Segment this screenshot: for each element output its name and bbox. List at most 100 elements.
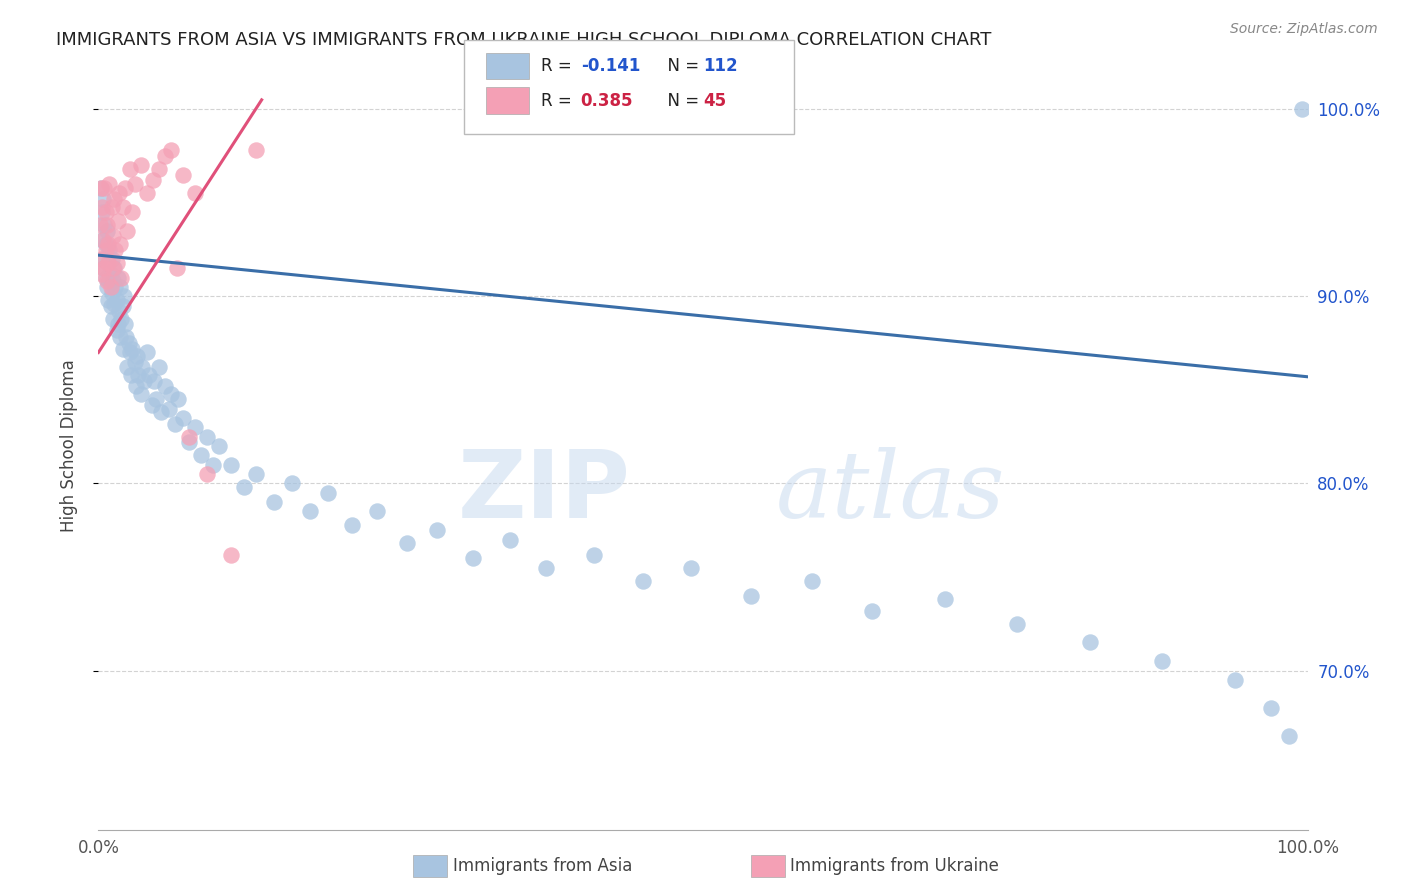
Point <box>179 430 201 444</box>
Point <box>117 360 139 375</box>
Point <box>90 181 112 195</box>
Point <box>97 255 120 269</box>
Point <box>114 181 136 195</box>
Text: R =: R = <box>541 92 578 110</box>
Point <box>104 280 127 294</box>
Point <box>190 448 212 462</box>
Point <box>97 255 120 269</box>
Point <box>534 560 557 574</box>
Point <box>150 405 173 419</box>
Point <box>121 342 143 356</box>
Point <box>100 252 122 266</box>
Point <box>172 168 194 182</box>
Point <box>97 236 120 251</box>
Point <box>111 299 134 313</box>
Text: atlas: atlas <box>776 447 1005 537</box>
Point <box>107 318 129 332</box>
Point <box>91 200 114 214</box>
Point <box>96 224 118 238</box>
Point <box>112 289 135 303</box>
Point <box>1078 635 1101 649</box>
Point <box>299 504 322 518</box>
Point <box>103 297 125 311</box>
Point <box>111 342 134 356</box>
Text: N =: N = <box>657 92 704 110</box>
Point <box>105 323 128 337</box>
Point <box>93 252 115 266</box>
Point <box>202 458 225 472</box>
Point <box>115 330 138 344</box>
Point <box>91 192 114 206</box>
Point <box>366 504 388 518</box>
Text: -0.141: -0.141 <box>581 57 640 75</box>
Point <box>98 243 121 257</box>
Point <box>97 293 120 307</box>
Point <box>263 495 285 509</box>
Point <box>121 205 143 219</box>
Point <box>184 186 207 201</box>
Point <box>153 149 176 163</box>
Point <box>118 336 141 351</box>
Point <box>118 162 141 177</box>
Text: 0.385: 0.385 <box>581 92 633 110</box>
Point <box>129 386 152 401</box>
Point <box>100 280 122 294</box>
Point <box>160 144 183 158</box>
Point <box>98 274 121 288</box>
Text: Immigrants from Asia: Immigrants from Asia <box>453 857 633 875</box>
Point <box>91 261 114 276</box>
Point <box>101 274 124 288</box>
Text: Immigrants from Ukraine: Immigrants from Ukraine <box>790 857 1000 875</box>
Point <box>131 360 153 375</box>
Point <box>94 205 117 219</box>
Point <box>342 517 364 532</box>
Point <box>100 299 122 313</box>
Point <box>195 430 218 444</box>
Point <box>679 560 702 574</box>
Text: N =: N = <box>657 57 704 75</box>
Point <box>91 233 114 247</box>
Point <box>96 280 118 294</box>
Point <box>90 252 112 266</box>
Point <box>100 267 122 281</box>
Point <box>108 236 131 251</box>
Point <box>166 261 188 276</box>
Point <box>316 485 339 500</box>
Point <box>143 374 166 388</box>
Point <box>167 392 190 407</box>
Point <box>1291 102 1313 116</box>
Point <box>107 270 129 285</box>
Point <box>96 274 118 288</box>
Point <box>148 360 170 375</box>
Point <box>124 355 146 369</box>
Point <box>153 379 176 393</box>
Point <box>105 255 128 269</box>
Point <box>104 243 127 257</box>
Point <box>107 214 129 228</box>
Text: 112: 112 <box>703 57 738 75</box>
Point <box>232 480 254 494</box>
Point <box>860 604 883 618</box>
Point <box>108 186 131 201</box>
Point <box>105 293 128 307</box>
Point <box>141 398 163 412</box>
Point <box>463 551 485 566</box>
Point <box>118 345 141 359</box>
Point <box>934 592 956 607</box>
Point <box>1223 673 1246 687</box>
Point <box>94 243 117 257</box>
Text: R =: R = <box>541 57 578 75</box>
Point <box>395 536 418 550</box>
Point <box>100 285 122 300</box>
Point <box>91 205 114 219</box>
Point <box>125 379 148 393</box>
Point <box>120 368 142 382</box>
Point <box>108 304 131 318</box>
Point <box>631 574 654 588</box>
Point <box>111 200 134 214</box>
Point <box>179 435 201 450</box>
Point <box>117 224 139 238</box>
Point <box>245 144 267 158</box>
Text: Source: ZipAtlas.com: Source: ZipAtlas.com <box>1230 22 1378 37</box>
Point <box>108 280 131 294</box>
